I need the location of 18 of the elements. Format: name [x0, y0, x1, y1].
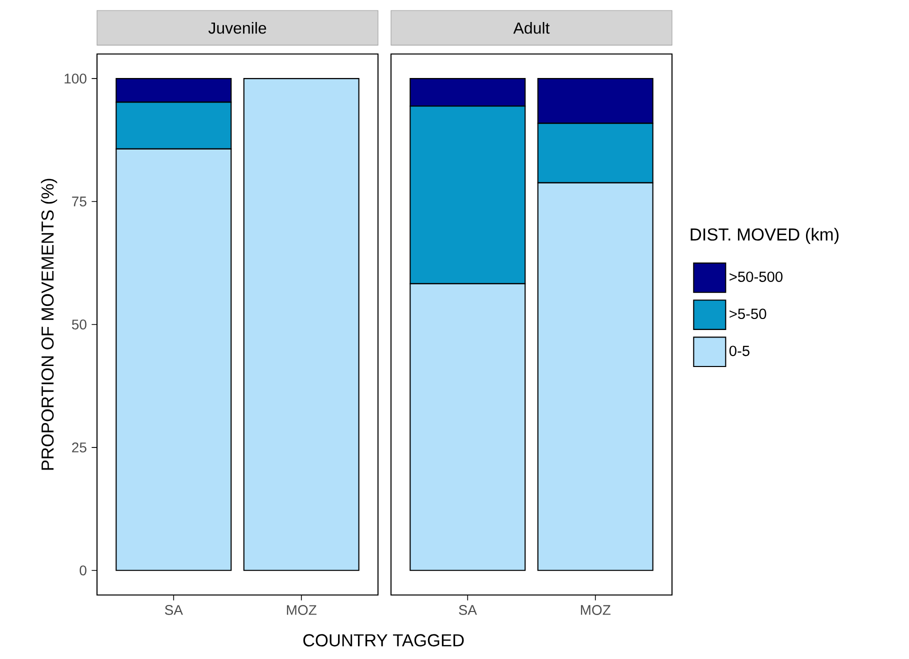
y-tick-label: 25 — [72, 442, 86, 452]
y-axis-title: PROPORTION OF MOVEMENTS (%) — [40, 178, 58, 470]
legend-label: 0-5 — [729, 346, 750, 356]
y-tick-label: 100 — [64, 74, 86, 84]
x-tick-label: MOZ — [580, 605, 610, 615]
chart-title: Adult — [513, 22, 550, 34]
x-tick-label: MOZ — [286, 605, 316, 615]
x-tick-label: SA — [458, 605, 477, 615]
y-tick-label: 50 — [72, 320, 86, 330]
legend-label: >5-50 — [730, 308, 766, 320]
legend-title: DIST. MOVED (km) — [690, 228, 838, 244]
y-tick-label: 75 — [72, 196, 86, 206]
legend-label: >50-500 — [730, 272, 782, 282]
y-tick-label: 0 — [80, 565, 86, 576]
x-tick-label: SA — [164, 605, 183, 615]
x-axis-title: COUNTRY TAGGED — [303, 634, 464, 646]
bar — [243, 78, 360, 571]
chart-title: Juvenile — [208, 22, 266, 34]
